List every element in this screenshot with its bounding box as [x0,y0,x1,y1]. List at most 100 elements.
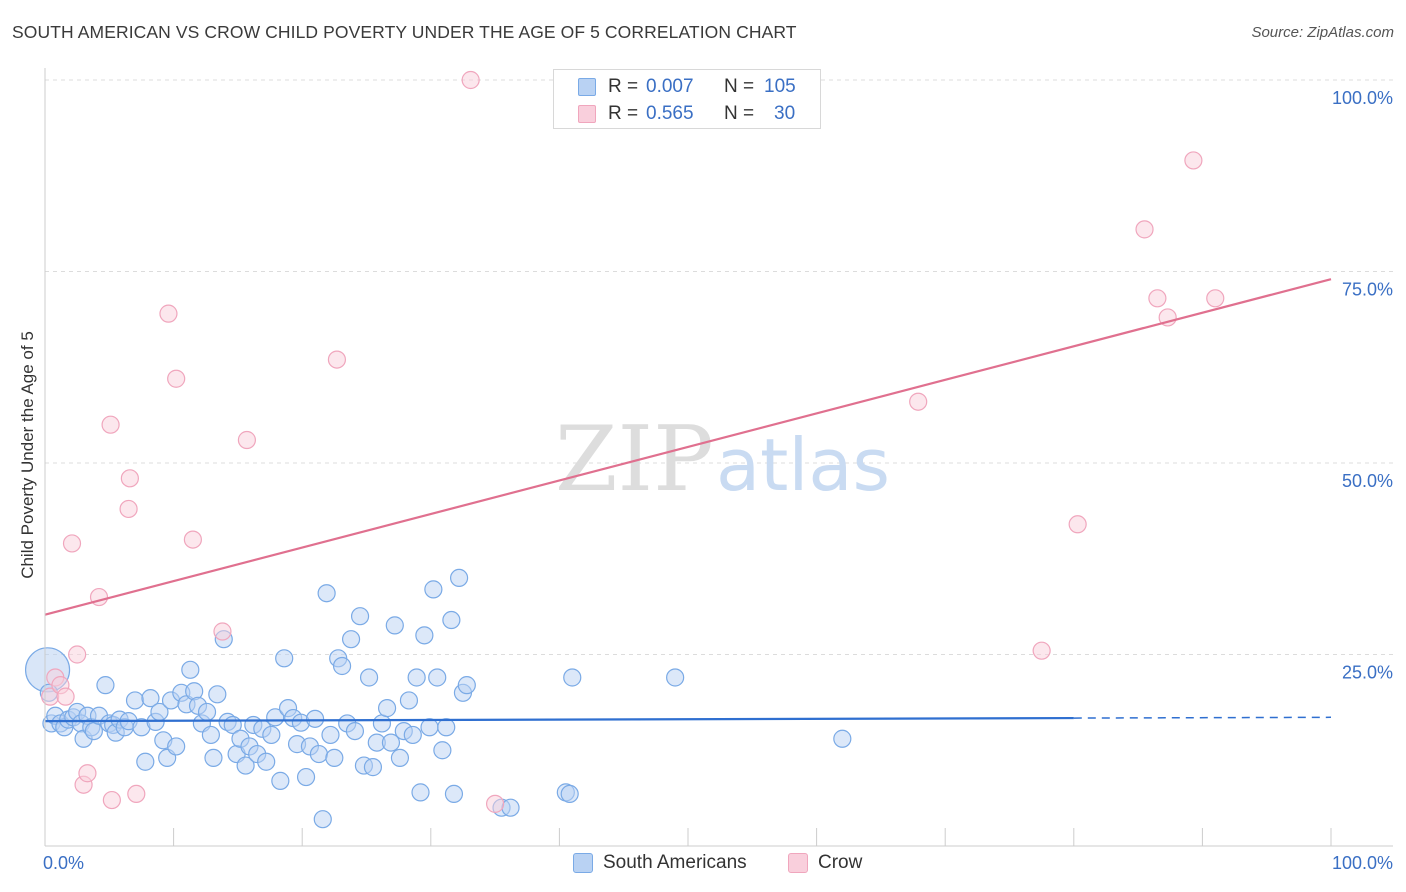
point-south-americans [377,699,397,718]
point-crow [1184,151,1203,170]
source-label: Source: ZipAtlas.com [1251,24,1394,41]
legend-row-crow: R = 0.565 N = 30 [578,102,795,126]
point-south-americans [411,783,430,802]
point-south-americans [501,798,520,817]
legend-swatch-south-americans [573,853,593,873]
point-south-americans [372,714,392,733]
watermark: ZIP atlas [555,407,890,512]
trendline-south-americans [44,716,1074,723]
x-tick-label: 100.0% [1332,853,1393,873]
point-south-americans [560,784,579,804]
point-south-americans [381,733,401,752]
point-south-americans [204,748,223,768]
point-crow [237,430,257,450]
legend-swatch-south-americans [578,78,596,96]
point-south-americans [313,810,332,829]
axis-layer: 25.0% 50.0% 75.0% 100.0% 0.0% 100.0% [43,68,1393,873]
point-crow [102,790,121,810]
point-crow [1032,641,1051,660]
point-crow [120,469,139,488]
point-south-americans [236,756,255,775]
point-south-americans [84,721,103,741]
point-south-americans [457,676,476,695]
point-south-americans [341,630,361,649]
point-south-americans [167,737,186,756]
point-south-americans [345,721,365,741]
legend-r-label: R = [608,76,639,97]
point-south-americans [317,584,336,603]
point-crow [327,350,347,369]
legend-r-value: 0.565 [646,103,694,124]
legend-r-label: R = [608,103,639,124]
y-tick-label: 75.0% [1342,280,1393,300]
point-south-americans [390,748,410,768]
legend-swatch-crow [578,105,596,123]
point-crow [1148,289,1167,308]
point-south-americans [141,689,160,708]
point-south-americans [125,691,145,710]
point-south-americans [415,626,434,645]
point-south-americans [833,729,852,748]
y-tick-label: 25.0% [1342,663,1393,683]
point-crow [909,392,928,411]
point-south-americans [403,725,422,745]
point-south-americans [449,568,469,588]
point-south-americans [136,752,155,771]
point-crow [167,369,186,388]
legend-n-value: 30 [774,103,796,124]
point-crow [159,304,178,323]
point-south-americans [363,758,383,777]
point-south-americans [305,709,325,728]
legend-label-crow: Crow [818,852,863,873]
point-south-americans [437,718,456,737]
point-south-americans [424,580,443,599]
legend-n-value: 105 [764,76,796,97]
point-south-americans [208,685,227,704]
point-south-americans [325,748,344,768]
legend-item-south-americans[interactable]: South Americans [573,852,747,874]
trendline-crow [44,278,1332,616]
point-south-americans [385,616,404,635]
point-south-americans [359,668,379,687]
point-south-americans [350,607,370,626]
point-south-americans [666,668,685,687]
trend-layer [44,278,1332,723]
legend-r-value: 0.007 [646,76,694,97]
point-south-americans [271,771,290,790]
point-crow [127,784,146,804]
point-south-americans [563,668,582,687]
trendline-extension-south-americans [1073,716,1332,719]
point-crow [62,534,82,553]
point-crow [68,645,87,664]
point-south-americans [428,668,447,687]
series-legend: South Americans Crow [0,852,1406,876]
point-south-americans [444,784,464,804]
legend-item-crow[interactable]: Crow [788,852,862,874]
point-crow [213,622,232,641]
point-south-americans [399,691,419,710]
point-crow [486,794,505,813]
stats-legend: R = 0.007 N = 105 R = 0.565 N = 30 [553,69,821,129]
point-crow [56,687,75,706]
grid-layer [45,79,1393,655]
point-crow [119,499,138,519]
point-south-americans [181,660,200,679]
point-crow [1206,289,1225,308]
point-south-americans [96,676,115,695]
y-tick-label: 100.0% [1332,88,1393,108]
legend-label-south-americans: South Americans [603,852,747,873]
point-south-americans [257,752,276,771]
x-tick-label: 0.0% [43,853,84,873]
point-crow [183,530,202,549]
legend-n-label: N = [724,76,755,97]
point-south-americans [275,649,294,668]
point-south-americans [420,718,439,737]
point-south-americans [201,725,220,745]
point-south-americans [321,725,340,745]
point-crow [461,70,480,90]
point-south-americans [262,725,281,745]
point-south-americans [433,741,452,760]
point-south-americans [296,767,316,787]
point-south-americans [309,744,329,764]
